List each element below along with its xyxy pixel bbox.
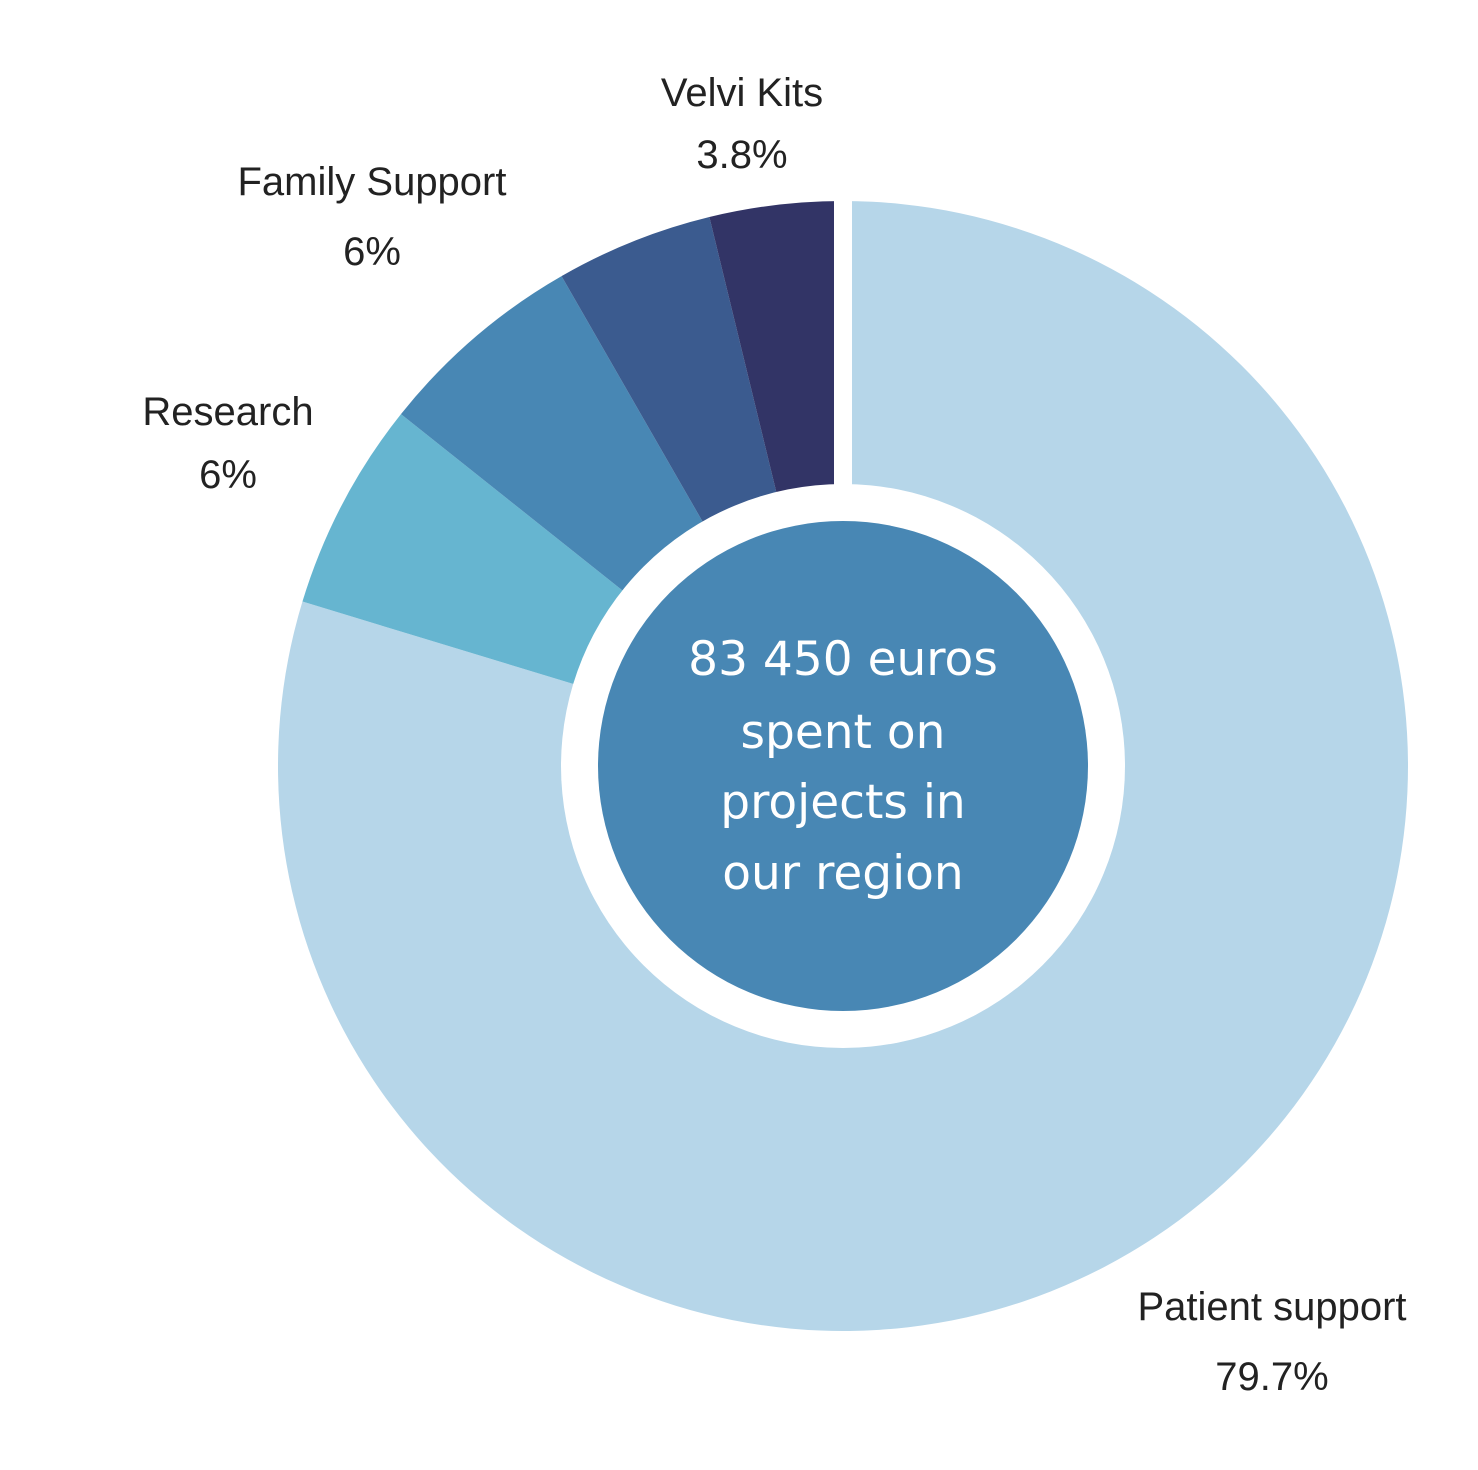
label-research: Research xyxy=(142,390,313,434)
value-velvi-kits: 3.8% xyxy=(696,133,787,177)
value-family-support: 6% xyxy=(343,230,401,274)
value-patient-support: 79.7% xyxy=(1215,1355,1328,1399)
center-disc xyxy=(598,521,1088,1011)
center-text-line-1: 83 450 euros xyxy=(688,632,998,687)
slice-gap xyxy=(834,197,852,492)
center-text-line-2: spent on xyxy=(741,705,946,760)
center-text-line-3: projects in xyxy=(720,775,965,830)
center-text-line-4: our region xyxy=(722,846,963,901)
label-velvi-kits: Velvi Kits xyxy=(661,71,823,115)
label-family-support: Family Support xyxy=(238,160,507,204)
label-patient-support: Patient support xyxy=(1137,1285,1406,1329)
value-research: 6% xyxy=(199,453,257,497)
